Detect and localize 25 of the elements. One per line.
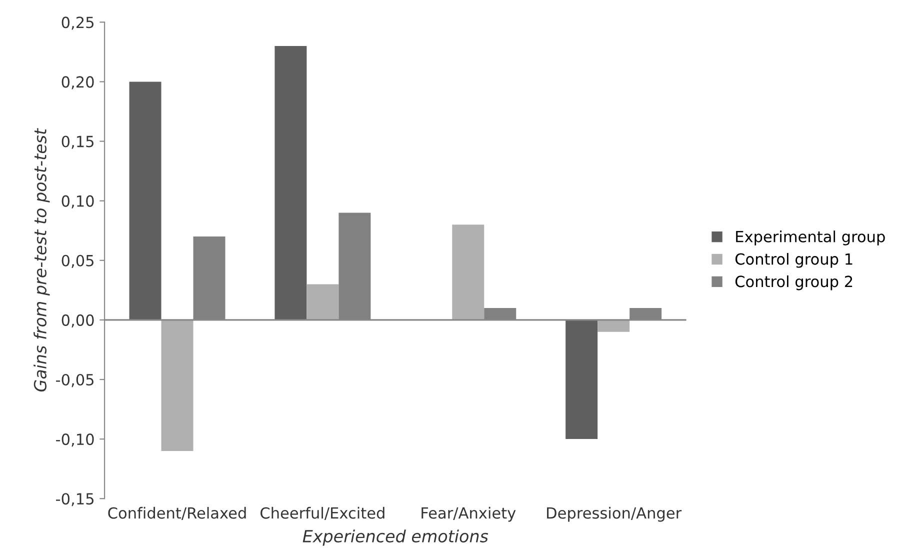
y-tick-label: 0,10 bbox=[62, 195, 94, 208]
bar bbox=[129, 82, 162, 320]
y-tick-label: 0,05 bbox=[62, 254, 94, 268]
x-tick-label: Depression/Anger bbox=[547, 506, 682, 522]
bar bbox=[306, 284, 339, 320]
x-tick-label: Cheerful/Excited bbox=[260, 506, 384, 520]
bar bbox=[274, 46, 307, 320]
x-axis-title: Experienced emotions bbox=[302, 530, 488, 546]
y-tick-label: -0,15 bbox=[56, 493, 94, 506]
y-tick-label: 0,20 bbox=[62, 76, 94, 90]
y-tick-label: 0,15 bbox=[62, 136, 94, 149]
bar bbox=[598, 320, 630, 332]
y-tick-label: -0,10 bbox=[56, 434, 94, 447]
x-tick-label: Confident/Relaxed bbox=[108, 506, 246, 520]
x-tick-label: Fear/Anxiety bbox=[422, 506, 516, 522]
bar bbox=[161, 320, 194, 451]
legend-label: Control group 1 bbox=[735, 252, 852, 268]
y-tick-label: 0,25 bbox=[62, 16, 94, 30]
bar bbox=[566, 320, 598, 440]
bar bbox=[452, 224, 484, 320]
legend-label: Experimental group bbox=[736, 230, 885, 246]
y-axis-title: Gains from pre-test to post-test bbox=[34, 128, 50, 392]
legend-label: Control group 2 bbox=[735, 275, 852, 290]
y-tick-label: -0,05 bbox=[56, 374, 94, 388]
y-tick-label: 0,00 bbox=[62, 314, 94, 328]
